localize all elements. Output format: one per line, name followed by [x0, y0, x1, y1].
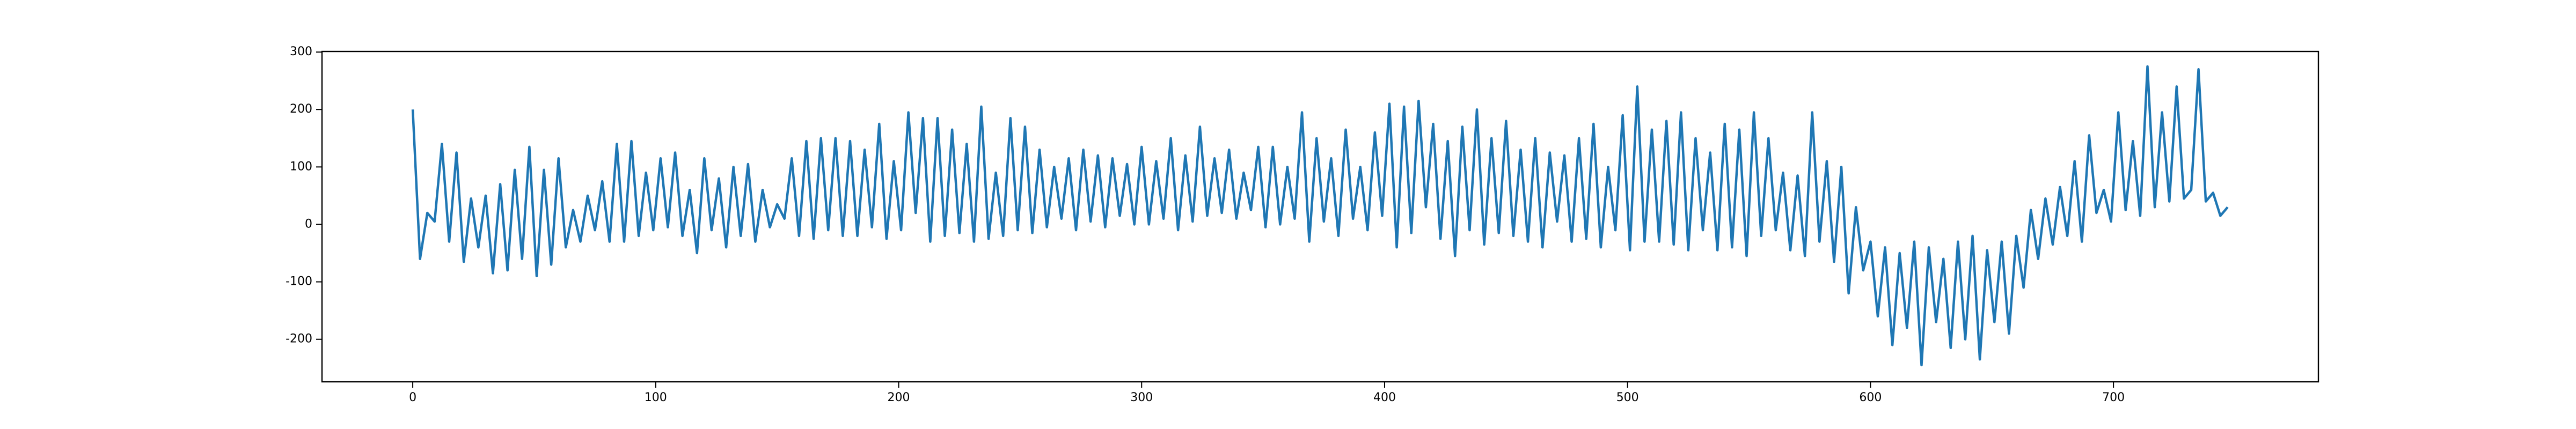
y-tick-label: -100 [286, 275, 312, 289]
x-tick-label: 500 [1616, 391, 1639, 404]
plot-frame [321, 50, 2319, 383]
x-tick-label: 600 [1859, 391, 1882, 404]
y-tick-label: 0 [305, 217, 312, 231]
y-tick-label: 200 [290, 102, 312, 116]
x-tick-label: 700 [2102, 391, 2125, 404]
y-tick-label: 300 [290, 45, 312, 58]
y-tick-label: -200 [286, 332, 312, 346]
x-tick-label: 100 [645, 391, 667, 404]
y-tick-label: 100 [290, 160, 312, 173]
x-tick-label: 200 [888, 391, 910, 404]
x-tick-label: 300 [1130, 391, 1153, 404]
data-line [411, 65, 2229, 367]
x-tick-label: 0 [409, 391, 416, 404]
x-tick-label: 400 [1373, 391, 1396, 404]
